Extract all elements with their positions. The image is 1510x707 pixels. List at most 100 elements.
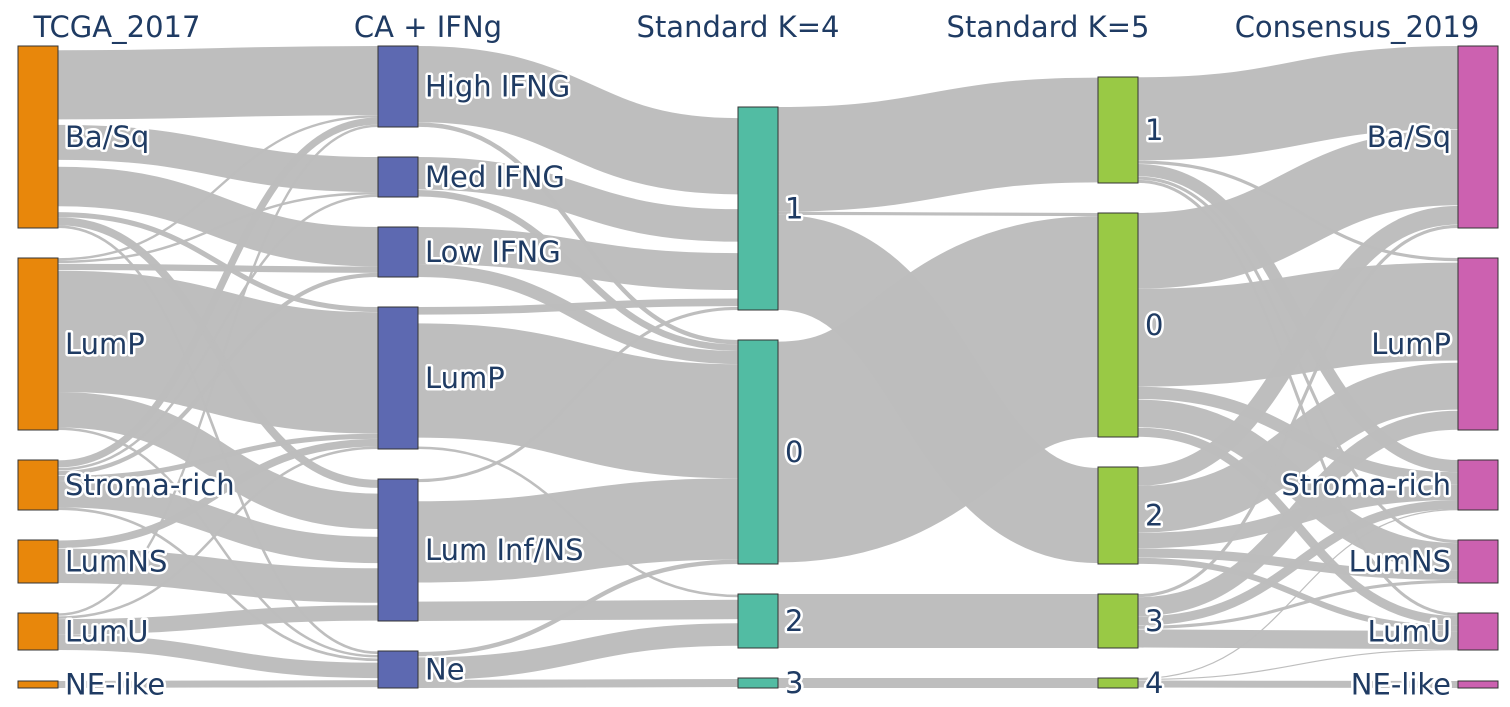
link-tcga-2017-ba-sq-to-lump [57, 212, 379, 313]
node-ca-ifng-lum-inf-ns[interactable] [377, 478, 419, 622]
link-standard-k-5-0-to-lump [1137, 262, 1459, 387]
node-standard-k-5-0[interactable] [1097, 212, 1139, 438]
link-tcga-2017-stroma-rich-to-low-ifng [57, 272, 379, 476]
node-tcga-2017-stroma-rich[interactable] [17, 459, 59, 511]
node-ca-ifng-low-ifng[interactable] [377, 226, 419, 278]
link-standard-k-5-0-to-lumns [1137, 399, 1459, 571]
node-standard-k-4-3[interactable] [737, 677, 779, 689]
node-standard-k-4-1[interactable] [737, 106, 779, 311]
label-consensus-2019-lump: LumP [1371, 327, 1451, 361]
link-tcga-2017-stroma-rich-to-lum-inf-ns [57, 481, 379, 564]
node-ca-ifng-ne[interactable] [377, 650, 419, 689]
label-standard-k-5-0: 0 [1145, 308, 1163, 342]
label-standard-k-5-1: 1 [1145, 113, 1163, 147]
label-tcga-2017-lumns: LumNS [65, 545, 167, 579]
link-standard-k-5-4-to-lumu [1137, 649, 1459, 681]
flow-links [57, 45, 1459, 689]
link-standard-k-5-4-to-ne-like [1137, 680, 1459, 688]
link-tcga-2017-stroma-rich-to-lump [57, 433, 379, 481]
link-tcga-2017-lump-to-low-ifng [57, 263, 379, 273]
link-ca-ifng-lump-to-1 [417, 298, 739, 315]
label-consensus-2019-ba-sq: Ba/Sq [1367, 120, 1451, 154]
label-ca-ifng-high-ifng: High IFNG [425, 70, 570, 104]
link-standard-k-5-4-to-stroma-rich [1137, 509, 1459, 680]
link-standard-k-5-3-to-ba-sq [1137, 224, 1459, 598]
link-standard-k-4-1-to-0 [777, 211, 1099, 217]
label-ca-ifng-low-ifng: Low IFNG [425, 235, 561, 269]
node-ca-ifng-lump[interactable] [377, 306, 419, 450]
node-standard-k-5-3[interactable] [1097, 593, 1139, 649]
node-tcga-2017-ne-like[interactable] [17, 680, 59, 689]
column-title-standard-k-5: Standard K=5 [947, 10, 1150, 44]
label-standard-k-4-0: 0 [785, 435, 803, 469]
label-standard-k-4-3: 3 [785, 666, 803, 700]
label-tcga-2017-stroma-rich: Stroma-rich [65, 468, 235, 502]
label-standard-k-5-4: 4 [1145, 666, 1163, 700]
label-consensus-2019-ne-like: NE-like [1351, 668, 1451, 702]
node-consensus-2019-stroma-rich[interactable] [1457, 459, 1499, 511]
label-consensus-2019-lumu: LumU [1367, 615, 1451, 649]
node-ca-ifng-high-ifng[interactable] [377, 45, 419, 128]
column-title-consensus-2019: Consensus_2019 [1235, 10, 1480, 44]
link-tcga-2017-stroma-rich-to-high-ifng [57, 117, 379, 468]
label-standard-k-4-1: 1 [785, 192, 803, 226]
nodes [17, 45, 1499, 689]
link-ca-ifng-med-ifng-to-1 [417, 157, 739, 242]
column-titles: TCGA_2017 CA + IFNg Standard K=4 Standard K… [33, 10, 1480, 44]
link-ca-ifng-ne-to-3 [417, 678, 739, 688]
label-ca-ifng-ne: Ne [425, 653, 465, 687]
label-consensus-2019-lumns: LumNS [1349, 545, 1451, 579]
node-consensus-2019-ne-like[interactable] [1457, 680, 1499, 689]
label-tcga-2017-lumu: LumU [65, 615, 149, 649]
link-tcga-2017-lumu-to-lum-inf-ns [57, 605, 379, 635]
label-standard-k-5-3: 3 [1145, 604, 1163, 638]
link-tcga-2017-lump-to-high-ifng [57, 115, 379, 261]
node-tcga-2017-lumns[interactable] [17, 539, 59, 584]
link-ca-ifng-high-ifng-to-1 [417, 45, 739, 195]
label-ca-ifng-lump: LumP [425, 361, 505, 395]
node-standard-k-5-4[interactable] [1097, 677, 1139, 689]
node-standard-k-5-2[interactable] [1097, 466, 1139, 565]
link-tcga-2017-lump-to-med-ifng [57, 192, 379, 264]
link-ca-ifng-ne-to-0 [417, 559, 739, 657]
link-tcga-2017-lump-to-lump [57, 270, 379, 434]
node-consensus-2019-lumu[interactable] [1457, 612, 1499, 651]
link-ca-ifng-lum-inf-ns-to-1 [417, 306, 739, 483]
node-consensus-2019-lump[interactable] [1457, 257, 1499, 431]
link-ca-ifng-lum-inf-ns-to-0 [417, 478, 739, 583]
node-labels: Ba/Sq LumP Stroma-rich LumNS LumU NE-like High… [63, 67, 1454, 704]
node-tcga-2017-lumu[interactable] [17, 612, 59, 651]
label-standard-k-4-2: 2 [785, 604, 803, 638]
column-title-ca-ifng: CA + IFNg [354, 10, 502, 44]
link-standard-k-5-2-to-ba-sq [1137, 205, 1459, 486]
link-ca-ifng-lump-to-0 [417, 323, 739, 479]
label-consensus-2019-stroma-rich: Stroma-rich [1281, 468, 1451, 502]
node-consensus-2019-ba-sq[interactable] [1457, 45, 1499, 229]
label-tcga-2017-ba-sq: Ba/Sq [65, 120, 149, 154]
label-tcga-2017-ne-like: NE-like [65, 668, 165, 702]
link-tcga-2017-lumns-to-lum-inf-ns [57, 548, 379, 603]
link-standard-k-5-1-to-lumu [1137, 179, 1459, 617]
link-tcga-2017-lump-to-ne [57, 427, 379, 658]
node-standard-k-4-0[interactable] [737, 339, 779, 565]
label-standard-k-5-2: 2 [1145, 499, 1163, 533]
label-ca-ifng-med-ifng: Med IFNG [425, 160, 565, 194]
node-tcga-2017-ba-sq[interactable] [17, 45, 59, 229]
link-tcga-2017-ba-sq-to-med-ifng [57, 124, 379, 192]
column-title-standard-k-4: Standard K=4 [637, 10, 840, 44]
link-tcga-2017-ba-sq-to-high-ifng [57, 45, 379, 120]
node-standard-k-4-2[interactable] [737, 593, 779, 649]
link-standard-k-5-1-to-ba-sq [1137, 45, 1459, 161]
node-consensus-2019-lumns[interactable] [1457, 539, 1499, 584]
link-tcga-2017-lumu-to-lump [57, 446, 379, 619]
node-tcga-2017-lump[interactable] [17, 257, 59, 431]
link-standard-k-5-0-to-ba-sq [1137, 129, 1459, 289]
link-standard-k-5-2-to-lump [1137, 362, 1459, 533]
link-standard-k-5-3-to-lumns [1137, 579, 1459, 629]
label-ca-ifng-lum-inf-ns: Lum Inf/NS [425, 533, 584, 567]
node-standard-k-5-1[interactable] [1097, 76, 1139, 184]
node-ca-ifng-med-ifng[interactable] [377, 156, 419, 198]
column-title-tcga-2017: TCGA_2017 [33, 10, 201, 44]
link-standard-k-4-0-to-0 [774, 216, 1102, 563]
link-ca-ifng-low-ifng-to-0 [417, 263, 739, 365]
